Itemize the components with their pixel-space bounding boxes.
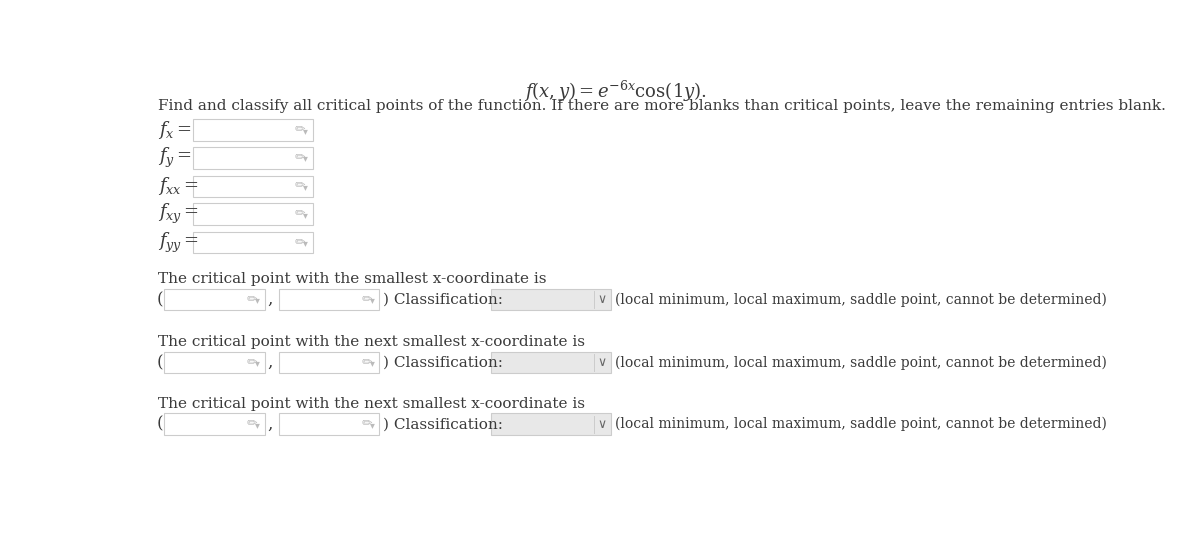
- Text: ,: ,: [268, 416, 272, 433]
- Text: ▾: ▾: [370, 295, 374, 305]
- Text: ∨: ∨: [598, 417, 606, 431]
- Text: $f_{xx} =$: $f_{xx} =$: [157, 175, 199, 197]
- FancyBboxPatch shape: [278, 414, 379, 435]
- Text: The critical point with the next smallest x-coordinate is: The critical point with the next smalles…: [157, 397, 584, 410]
- FancyBboxPatch shape: [164, 352, 265, 373]
- Text: ✏: ✏: [361, 417, 372, 431]
- Text: ✏: ✏: [247, 417, 258, 431]
- Text: ✏: ✏: [247, 356, 258, 369]
- Text: ∨: ∨: [598, 293, 606, 306]
- Text: ✏: ✏: [295, 236, 306, 249]
- Text: ▾: ▾: [370, 420, 374, 430]
- Text: ▾: ▾: [304, 154, 308, 164]
- FancyBboxPatch shape: [193, 175, 313, 197]
- Text: ) Classification:: ) Classification:: [383, 417, 503, 431]
- FancyBboxPatch shape: [193, 232, 313, 253]
- Text: $f(x, y) = e^{-6x}\cos(1y).$: $f(x, y) = e^{-6x}\cos(1y).$: [523, 79, 707, 105]
- FancyBboxPatch shape: [193, 203, 313, 225]
- FancyBboxPatch shape: [491, 414, 611, 435]
- Text: (local minimum, local maximum, saddle point, cannot be determined): (local minimum, local maximum, saddle po…: [616, 417, 1106, 432]
- Text: (local minimum, local maximum, saddle point, cannot be determined): (local minimum, local maximum, saddle po…: [616, 292, 1106, 307]
- Text: ✏: ✏: [361, 293, 372, 306]
- FancyBboxPatch shape: [491, 289, 611, 310]
- Text: ✏: ✏: [247, 293, 258, 306]
- Text: ▾: ▾: [304, 210, 308, 220]
- Text: ,: ,: [268, 291, 272, 308]
- Text: (: (: [156, 416, 163, 433]
- Text: $f_x =$: $f_x =$: [157, 119, 192, 141]
- Text: Find and classify all critical points of the function. If there are more blanks : Find and classify all critical points of…: [157, 99, 1165, 112]
- FancyBboxPatch shape: [193, 119, 313, 141]
- FancyBboxPatch shape: [278, 289, 379, 310]
- Text: $f_{xy} =$: $f_{xy} =$: [157, 202, 199, 226]
- FancyBboxPatch shape: [491, 352, 611, 373]
- FancyBboxPatch shape: [193, 147, 313, 168]
- Text: (local minimum, local maximum, saddle point, cannot be determined): (local minimum, local maximum, saddle po…: [616, 355, 1106, 370]
- Text: The critical point with the next smallest x-coordinate is: The critical point with the next smalles…: [157, 335, 584, 349]
- Text: ∨: ∨: [598, 356, 606, 369]
- Text: (: (: [156, 354, 163, 371]
- Text: The critical point with the smallest x-coordinate is: The critical point with the smallest x-c…: [157, 272, 546, 286]
- Text: ▾: ▾: [304, 126, 308, 136]
- Text: ▾: ▾: [256, 295, 260, 305]
- Text: ▾: ▾: [256, 359, 260, 368]
- FancyBboxPatch shape: [278, 352, 379, 373]
- Text: ) Classification:: ) Classification:: [383, 293, 503, 306]
- Text: $f_{yy} =$: $f_{yy} =$: [157, 231, 199, 255]
- Text: ✏: ✏: [295, 180, 306, 193]
- Text: ✏: ✏: [361, 356, 372, 369]
- Text: ✏: ✏: [295, 124, 306, 137]
- Text: ✏: ✏: [295, 208, 306, 221]
- Text: (: (: [156, 291, 163, 308]
- Text: ▾: ▾: [304, 182, 308, 192]
- Text: ,: ,: [268, 354, 272, 371]
- Text: ) Classification:: ) Classification:: [383, 356, 503, 370]
- FancyBboxPatch shape: [164, 289, 265, 310]
- Text: ▾: ▾: [304, 238, 308, 249]
- Text: ▾: ▾: [256, 420, 260, 430]
- FancyBboxPatch shape: [164, 414, 265, 435]
- Text: ▾: ▾: [370, 359, 374, 368]
- Text: ✏: ✏: [295, 152, 306, 164]
- Text: $f_y =$: $f_y =$: [157, 146, 192, 170]
